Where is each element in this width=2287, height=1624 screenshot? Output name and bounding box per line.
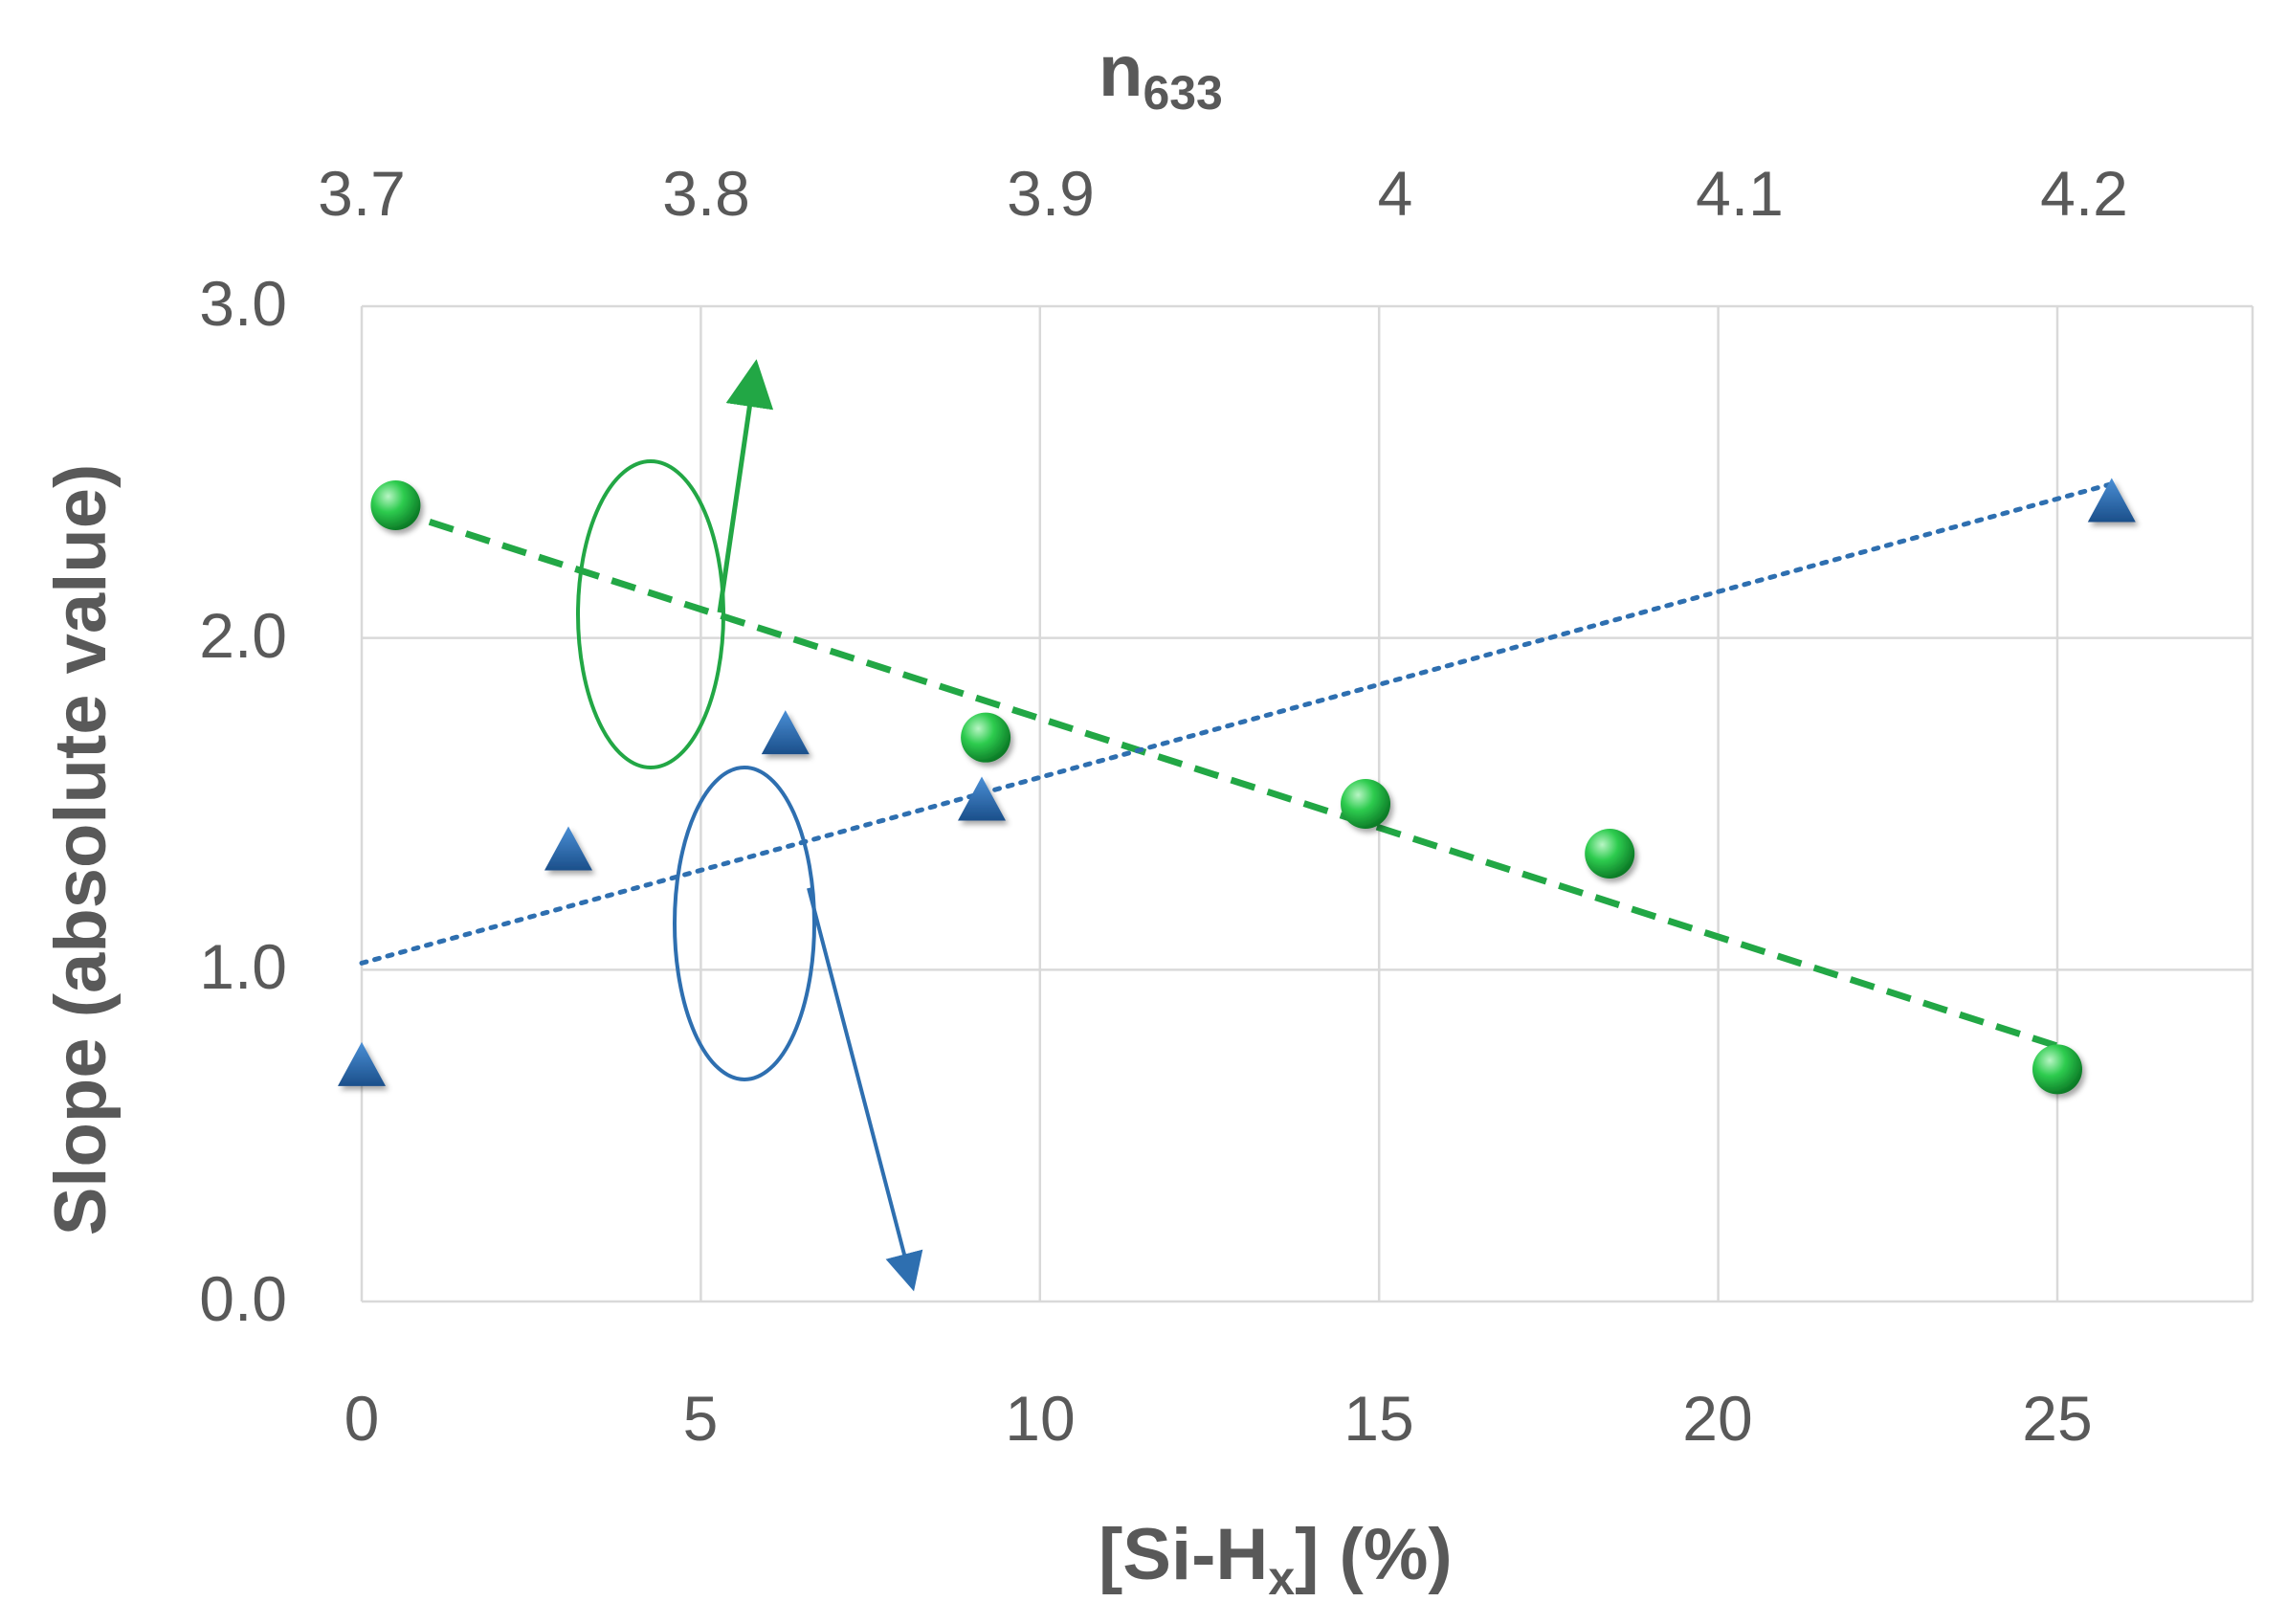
x-tick-label: 5 [683, 1383, 719, 1454]
blue-trendline [359, 479, 2121, 966]
x2-ticks: 3.7 3.8 3.9 4 4.1 4.2 [318, 158, 2128, 229]
green-series-ellipse [576, 459, 725, 769]
blue-arrow-to-bottom-axis [807, 887, 923, 1292]
green-circle-point [370, 480, 421, 530]
x2-tick-label: 3.9 [1007, 158, 1095, 229]
bottom-axis-title: [Si-Hx] (%) [1099, 1514, 1453, 1605]
green-trendline [428, 519, 2059, 1050]
y-tick-label: 0.0 [199, 1263, 287, 1334]
green-circle-point [1585, 829, 1635, 879]
green-circle-point [2032, 1044, 2082, 1095]
x-tick-label: 0 [344, 1383, 380, 1454]
green-circle-point [961, 712, 1011, 763]
x2-tick-label: 4.2 [2040, 158, 2128, 229]
x2-tick-label: 3.7 [318, 158, 406, 229]
x2-tick-label: 4.1 [1696, 158, 1784, 229]
y-tick-label: 2.0 [199, 600, 287, 671]
y-tick-label: 1.0 [199, 931, 287, 1002]
blue-triangle-point [761, 710, 810, 755]
axis-indicators [576, 359, 923, 1292]
top-axis-title: n633 [1099, 31, 1223, 120]
blue-triangle-point [338, 1041, 386, 1086]
blue-triangle-point [544, 826, 592, 871]
y-axis-title: Slope (absolute value) [40, 464, 122, 1236]
green-arrow-to-top-axis [717, 359, 774, 613]
data-points [338, 478, 2136, 1095]
blue-triangle-point [2087, 478, 2136, 523]
green-circle-point [1341, 779, 1391, 829]
x-ticks: 0 5 10 15 20 25 [344, 1383, 2093, 1454]
x-tick-label: 20 [1682, 1383, 1752, 1454]
y-tick-label: 3.0 [199, 268, 287, 339]
trendlines [359, 479, 2121, 1050]
blue-triangle-point [958, 776, 1006, 821]
x2-tick-label: 4 [1378, 158, 1413, 229]
x-tick-label: 15 [1343, 1383, 1413, 1454]
blue-series-ellipse [673, 766, 816, 1081]
x-tick-label: 10 [1005, 1383, 1075, 1454]
x-tick-label: 25 [2022, 1383, 2092, 1454]
x2-tick-label: 3.8 [662, 158, 750, 229]
y-ticks: 0.0 1.0 2.0 3.0 [199, 268, 287, 1334]
